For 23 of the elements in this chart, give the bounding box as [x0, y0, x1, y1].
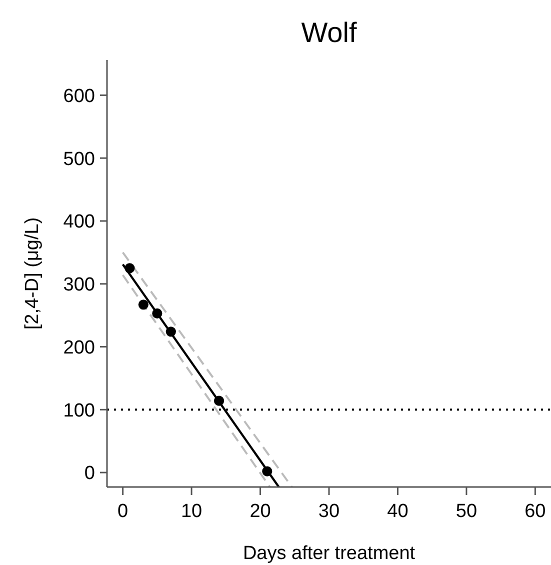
y-tick-label: 300 — [63, 274, 95, 296]
y-tick-label: 0 — [84, 463, 95, 484]
point — [138, 300, 148, 310]
point — [214, 396, 224, 406]
y-axis-title: [2,4-D] (μg/L) — [22, 217, 43, 330]
y-tick-label: 500 — [63, 148, 95, 170]
x-tick-label: 20 — [250, 501, 271, 522]
x-tick-label: 40 — [387, 501, 408, 522]
x-axis-title: Days after treatment — [242, 543, 416, 564]
chart-title: Wolf — [301, 17, 357, 48]
x-tick-label: 0 — [118, 501, 128, 522]
x-tick-label: 30 — [318, 501, 340, 522]
point — [262, 466, 272, 476]
point — [166, 326, 176, 337]
point — [124, 263, 135, 274]
y-tick-label: 200 — [63, 337, 95, 358]
y-tick-label: 100 — [63, 400, 95, 422]
x-tick-label: 60 — [524, 501, 546, 522]
x-tick-label: 50 — [456, 501, 478, 522]
x-tick-label: 10 — [180, 501, 202, 522]
point — [152, 308, 162, 318]
y-tick-label: 400 — [63, 212, 95, 233]
y-tick-label: 600 — [63, 86, 95, 107]
